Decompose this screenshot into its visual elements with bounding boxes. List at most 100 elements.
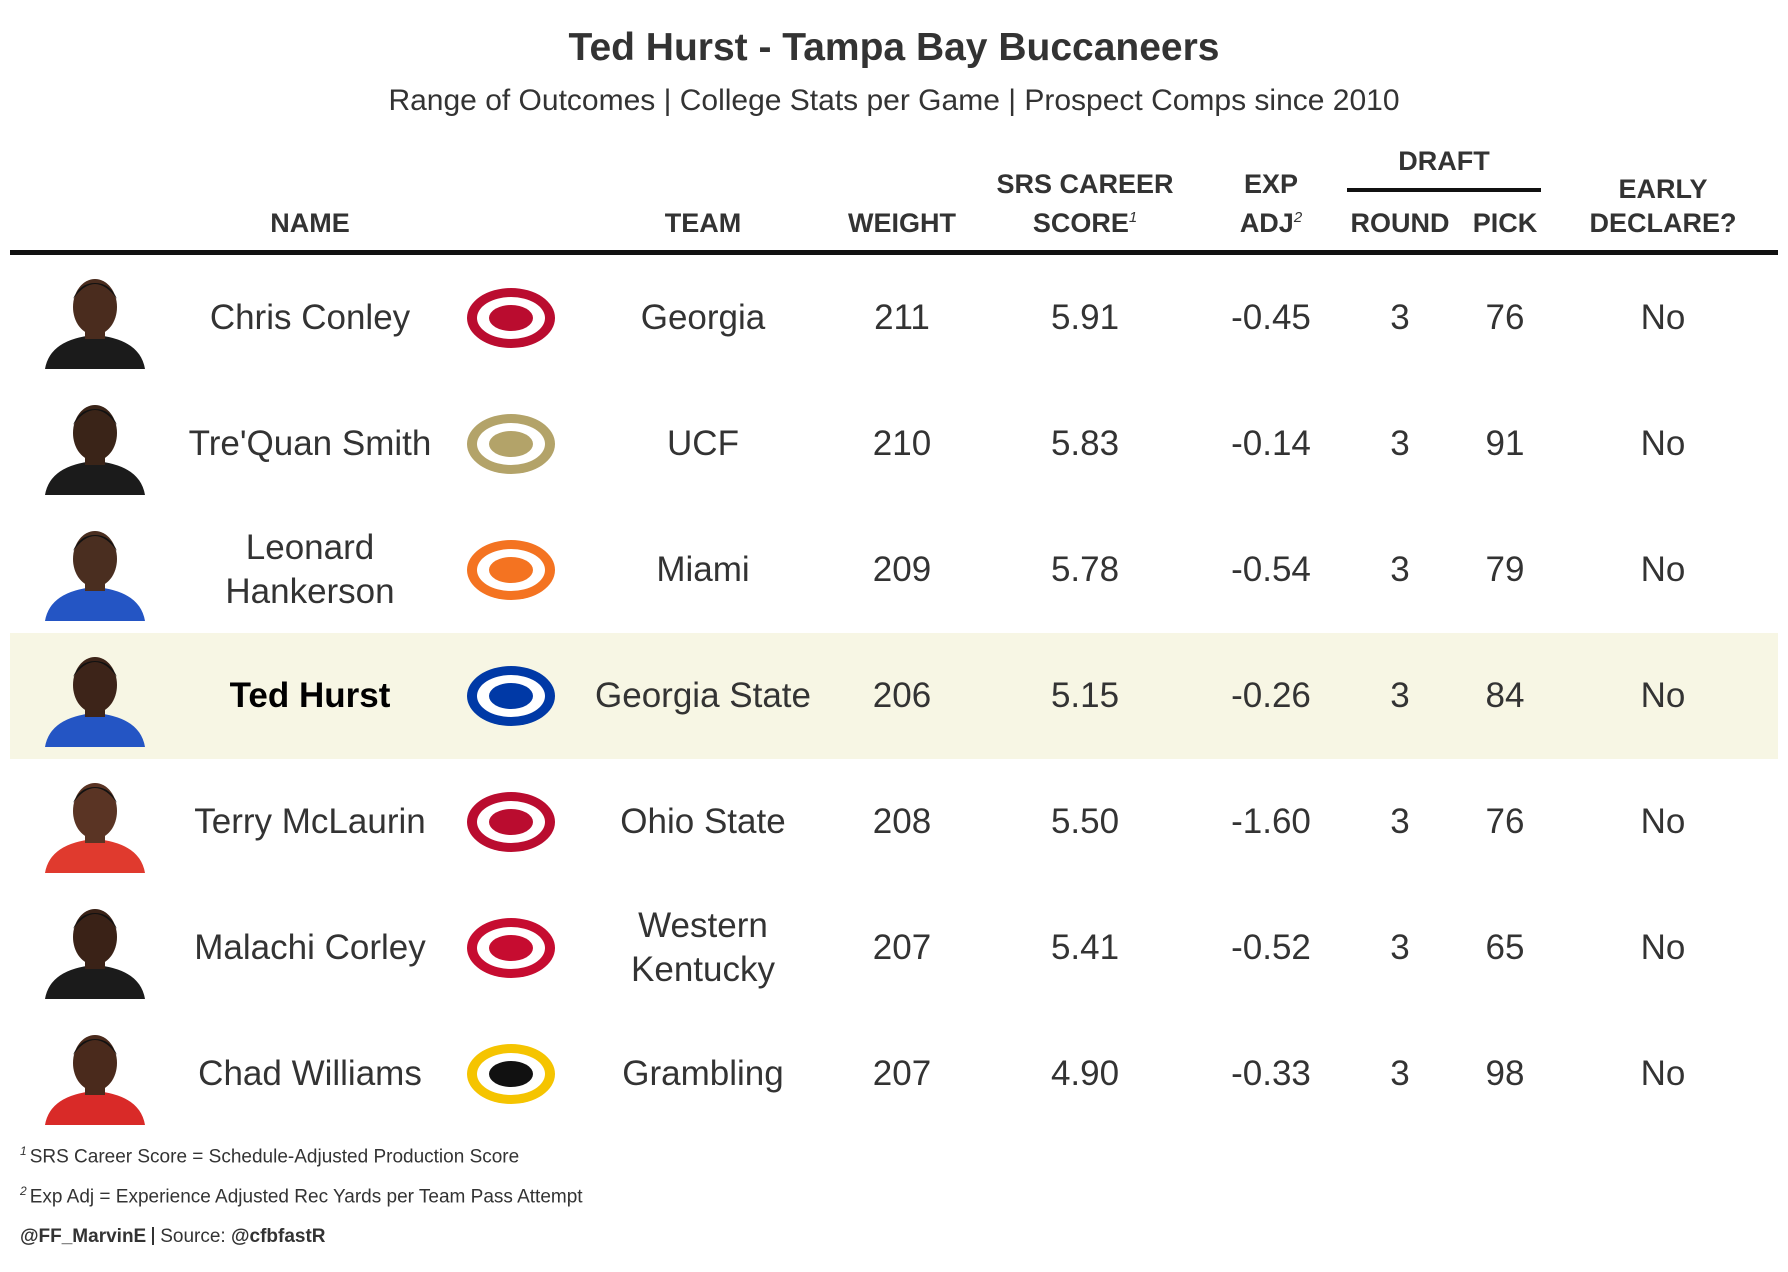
column-header: TEAM [593,206,813,240]
srs-cell: 4.90 [1050,1054,1120,1093]
srs-cell: 5.15 [1050,676,1120,715]
header-rule [10,250,1778,255]
header-note: 1 [1128,209,1138,226]
team-cell: Western Kentucky [631,906,775,989]
header-line: ADJ2 [1239,208,1303,238]
pick-cell: 65 [1485,928,1525,967]
player-photo [45,279,145,369]
name-cell: Chad Williams [198,1054,422,1093]
header-line: EXP [1243,169,1299,199]
name-cell: Tre'Quan Smith [188,424,432,463]
footnote-mark: 1 [20,1144,27,1158]
exp-cell: -1.60 [1231,802,1311,841]
column-header: PICK [1395,206,1615,240]
team-cell: UCF [667,424,739,463]
header-line: DECLARE? [1589,208,1737,238]
team-logo [467,414,555,474]
column-header: ROUND [1290,206,1510,240]
early-cell: No [1640,928,1686,967]
weight-cell: 210 [872,424,932,463]
player-photo [45,405,145,495]
exp-cell: -0.26 [1231,676,1311,715]
player-photo [45,909,145,999]
early-cell: No [1640,676,1686,715]
team-logo [467,540,555,600]
exp-cell: -0.33 [1231,1054,1311,1093]
header-line: EARLY [1618,174,1708,204]
footnote: 1 SRS Career Score = Schedule-Adjusted Pr… [20,1144,519,1168]
weight-cell: 211 [874,298,930,337]
name-cell: Terry McLaurin [194,802,426,841]
header-line: PICK [1472,208,1538,238]
team-cell: Miami [656,550,750,589]
early-cell: No [1640,298,1686,337]
round-cell: 3 [1390,1054,1410,1093]
column-header: NAME [200,206,420,240]
pick-cell: 91 [1485,424,1525,463]
exp-cell: -0.52 [1231,928,1311,967]
pick-cell: 76 [1485,298,1525,337]
credit: @FF_MarvinE Source: @cfbfastR [20,1226,326,1248]
header-line: SCORE1 [1032,208,1138,238]
srs-cell: 5.91 [1050,298,1120,337]
name-cell: Ted Hurst [229,676,391,715]
round-cell: 3 [1390,550,1410,589]
exp-cell: -0.45 [1231,298,1311,337]
exp-cell: -0.14 [1231,424,1311,463]
weight-cell: 208 [872,802,932,841]
srs-cell: 5.41 [1050,928,1120,967]
row: Chad Williams Grambling 207 4.90 -0.33 3 98 No [10,1011,1778,1137]
team-logo [467,288,555,348]
row: Chris Conley Georgia 211 5.91 -0.45 3 76 No [10,255,1778,381]
player-photo [45,783,145,873]
header-line: NAME [270,208,350,238]
round-cell: 3 [1390,676,1410,715]
player-photo [45,1035,145,1125]
source-label: Source: [160,1226,226,1247]
author: @FF_MarvinE [20,1226,147,1247]
round-cell: 3 [1390,928,1410,967]
row: Tre'Quan Smith UCF 210 5.83 -0.14 3 91 No [10,381,1778,507]
round-cell: 3 [1390,298,1410,337]
header-line: ROUND [1350,208,1450,238]
name-cell: Chris Conley [209,298,411,337]
column-header: EARLY DECLARE? [1553,172,1773,240]
subtitle: Range of Outcomes | College Stats per Ga… [388,84,1400,117]
srs-cell: 5.83 [1050,424,1120,463]
pick-cell: 79 [1485,550,1525,589]
team-cell: Georgia [640,298,766,337]
pick-cell: 76 [1485,802,1525,841]
team-logo [467,918,555,978]
weight-cell: 207 [872,1054,932,1093]
exp-cell: -0.54 [1231,550,1311,589]
name-cell: Malachi Corley [194,928,426,967]
team-cell: Grambling [622,1054,784,1093]
srs-cell: 5.78 [1050,550,1120,589]
row: Leonard Hankerson Miami 209 5.78 -0.54 3 79 No [10,507,1778,633]
round-cell: 3 [1390,802,1410,841]
row: Terry McLaurin Ohio State 208 5.50 -1.60 3 76 N… [10,759,1778,885]
round-cell: 3 [1390,424,1410,463]
team-logo [467,666,555,726]
early-cell: No [1640,802,1686,841]
name-cell: Leonard Hankerson [225,528,395,611]
draft-group: DRAFT [1398,146,1490,176]
team-logo [467,792,555,852]
draft-rule [1347,188,1541,192]
pick-cell: 84 [1485,676,1525,715]
player-photo [45,531,145,621]
footnote: 2 Exp Adj = Experience Adjusted Rec Yards… [20,1184,583,1208]
footnote-text: Exp Adj = Experience Adjusted Rec Yards … [29,1186,583,1208]
highlighted-row: Ted Hurst Georgia State 206 5.15 -0.26 3 84 No [10,633,1778,759]
weight-cell: 209 [872,550,932,589]
pick-cell: 98 [1485,1054,1525,1093]
early-cell: No [1640,1054,1686,1093]
column-header: EXP ADJ2 [1161,167,1381,240]
team-cell: Ohio State [620,802,786,841]
header-line: TEAM [664,208,742,238]
header-line: WEIGHT [848,208,956,238]
source: @cfbfastR [230,1226,326,1247]
footnote-mark: 2 [20,1184,27,1198]
header-line: SRS CAREER [996,169,1174,199]
